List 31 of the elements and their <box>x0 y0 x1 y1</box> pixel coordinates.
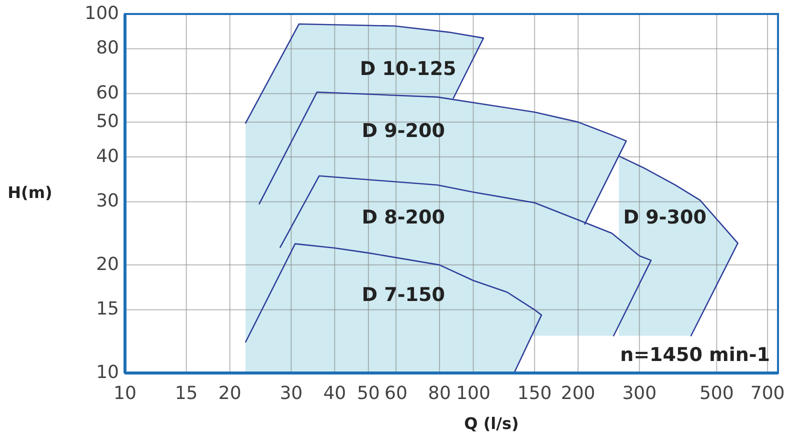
x-tick-label: 200 <box>560 383 596 404</box>
y-tick-label: 60 <box>96 82 119 104</box>
x-tick-label: 20 <box>218 383 242 404</box>
x-tick-label: 40 <box>323 383 346 404</box>
x-tick-label: 50 <box>356 383 380 404</box>
annotation: n=1450 min-1 <box>620 344 770 366</box>
y-tick-label: 80 <box>96 38 119 59</box>
x-tick-label: 100 <box>456 383 490 404</box>
y-tick-label: 30 <box>96 190 119 212</box>
x-tick-label: 15 <box>174 383 198 404</box>
series-label: D 9-200 <box>362 120 445 142</box>
series-label: D 9-300 <box>623 206 706 228</box>
x-tick-label: 10 <box>114 383 136 404</box>
y-tick-label: 15 <box>96 298 119 320</box>
x-tick-label: 300 <box>622 383 657 404</box>
y-tick-label: 100 <box>84 2 119 24</box>
y-tick-label: 50 <box>96 110 119 132</box>
y-tick-label: 40 <box>96 146 119 167</box>
y-tick-label: 20 <box>96 254 119 275</box>
series-label: D 10-125 <box>360 58 456 80</box>
y-axis-title: H(m) <box>8 182 52 202</box>
x-tick-label: 150 <box>517 383 552 404</box>
x-tick-label: 30 <box>280 383 303 404</box>
x-axis-title: Q (l/s) <box>464 414 519 433</box>
y-tick-label: 10 <box>96 362 119 383</box>
series-label: D 7-150 <box>362 284 445 306</box>
x-tick-label: 500 <box>699 383 734 404</box>
series-label: D 8-200 <box>362 206 445 228</box>
x-tick-label: 60 <box>384 383 408 404</box>
x-tick-label: 700 <box>750 383 785 404</box>
x-tick-label: 80 <box>428 383 451 404</box>
